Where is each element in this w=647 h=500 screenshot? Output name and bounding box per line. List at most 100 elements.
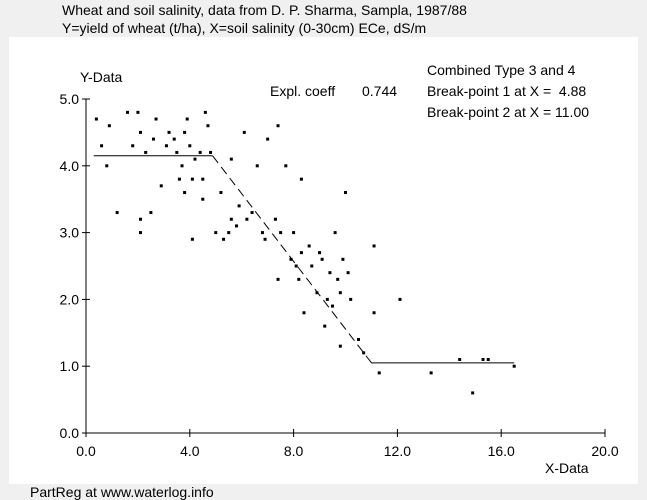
y-tick-label: 5.0 [60, 91, 80, 107]
data-point [167, 130, 171, 134]
x-tick-label: 0.0 [76, 443, 96, 459]
y-tick-label: 2.0 [60, 291, 80, 307]
data-point [203, 110, 207, 114]
data-point [377, 371, 381, 375]
data-point [144, 150, 148, 154]
data-point [136, 110, 140, 114]
breakpoint-2-label: Break-point 2 at X = 11.00 [427, 104, 589, 120]
data-point [183, 130, 187, 134]
model-type-label: Combined Type 3 and 4 [427, 62, 576, 78]
data-point [512, 364, 516, 368]
x-tick-label: 4.0 [180, 443, 200, 459]
data-point [94, 117, 98, 121]
data-point [481, 358, 485, 362]
data-point [263, 237, 267, 241]
data-point [310, 264, 314, 268]
data-point [159, 184, 163, 188]
data-point [318, 251, 322, 255]
data-point [328, 271, 332, 275]
y-tick-label: 1.0 [60, 358, 80, 374]
data-point [302, 311, 306, 315]
data-point [356, 337, 360, 341]
data-point [331, 304, 335, 308]
data-point [214, 231, 218, 235]
data-point [289, 257, 293, 261]
chart-labels: Y-Data X-Data Expl. coeff 0.744 Combined… [80, 62, 589, 476]
x-tick-label: 8.0 [284, 443, 304, 459]
data-point [245, 217, 249, 221]
data-point [458, 358, 462, 362]
data-point [209, 150, 213, 154]
data-point [183, 191, 187, 195]
data-point [107, 124, 111, 128]
data-point [115, 211, 119, 215]
data-point [164, 144, 168, 148]
data-points [94, 110, 516, 395]
data-point [201, 177, 205, 181]
data-point [229, 157, 233, 161]
data-point [188, 144, 192, 148]
data-point [138, 130, 142, 134]
footer-credit: PartReg at www.waterlog.info [30, 484, 214, 500]
data-point [266, 137, 270, 141]
data-point [362, 351, 366, 355]
data-point [344, 191, 347, 195]
breakpoint-1-label: Break-point 1 at X = 4.88 [427, 83, 586, 99]
data-point [315, 291, 319, 295]
data-point [131, 144, 135, 148]
data-point [151, 137, 155, 141]
data-point [193, 157, 197, 161]
data-point [471, 391, 475, 395]
data-point [273, 217, 277, 221]
y-tick-label: 0.0 [60, 425, 80, 441]
data-point [398, 297, 402, 301]
data-point [323, 324, 327, 328]
data-point [279, 231, 283, 235]
data-point [341, 257, 345, 261]
x-tick-label: 16.0 [488, 443, 515, 459]
data-point [325, 297, 329, 301]
data-point [227, 231, 231, 235]
data-point [338, 291, 342, 295]
expl-coeff-value: 0.744 [362, 83, 397, 99]
data-point [237, 204, 241, 208]
data-point [349, 297, 353, 301]
data-point [276, 124, 280, 128]
y-tick-label: 3.0 [60, 225, 80, 241]
data-point [486, 358, 490, 362]
data-point [276, 277, 280, 281]
x-axis-label: X-Data [545, 460, 589, 476]
data-point [229, 217, 233, 221]
data-point [346, 271, 350, 275]
data-point [255, 164, 259, 168]
data-point [320, 257, 324, 261]
data-point [299, 177, 303, 181]
data-point [336, 277, 340, 281]
data-point [294, 264, 298, 268]
data-point [149, 211, 153, 215]
data-point [260, 231, 264, 235]
data-point [100, 144, 104, 148]
data-point [250, 211, 254, 215]
data-point [222, 237, 226, 241]
y-tick-label: 4.0 [60, 158, 80, 174]
data-point [126, 110, 130, 114]
data-point [297, 277, 301, 281]
data-point [206, 124, 210, 128]
y-axis-label: Y-Data [80, 69, 123, 85]
data-point [105, 164, 109, 168]
data-point [299, 251, 303, 255]
data-point [154, 117, 158, 121]
data-point [138, 217, 142, 221]
data-point [180, 164, 184, 168]
expl-coeff-label: Expl. coeff [270, 83, 335, 99]
data-point [175, 150, 179, 154]
data-point [177, 177, 181, 181]
data-point [372, 244, 376, 248]
data-point [307, 244, 311, 248]
data-point [338, 344, 342, 348]
data-point [190, 237, 194, 241]
chart-title-line-2: Y=yield of wheat (t/ha), X=soil salinity… [62, 20, 427, 36]
